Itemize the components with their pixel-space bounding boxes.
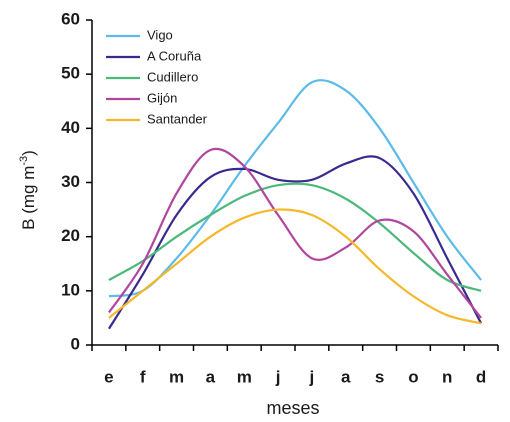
x-tick-label: j bbox=[275, 367, 281, 386]
y-tick-label: 40 bbox=[61, 118, 80, 137]
y-tick-label: 20 bbox=[61, 226, 80, 245]
y-label-main: B (mg m bbox=[19, 166, 38, 230]
legend-label: Gijón bbox=[147, 90, 177, 105]
y-axis-label: B (mg m-3) bbox=[18, 150, 39, 230]
y-tick-label: 10 bbox=[61, 280, 80, 299]
legend-label: Santander bbox=[147, 111, 208, 126]
x-tick-label: d bbox=[476, 367, 486, 386]
series-line bbox=[108, 208, 482, 325]
series-line bbox=[108, 147, 482, 319]
x-tick-label: a bbox=[341, 367, 351, 386]
y-tick-label: 50 bbox=[61, 64, 80, 83]
series-line bbox=[108, 182, 482, 292]
y-tick-label: 0 bbox=[71, 334, 80, 353]
x-tick-label: s bbox=[375, 367, 384, 386]
y-tick-label: 30 bbox=[61, 172, 80, 191]
legend-label: Cudillero bbox=[147, 69, 198, 84]
x-tick-label: a bbox=[206, 367, 216, 386]
x-tick-label: e bbox=[104, 367, 113, 386]
legend-label: A Coruña bbox=[147, 48, 202, 63]
x-tick-label: n bbox=[442, 367, 452, 386]
y-label-sup: -3 bbox=[18, 156, 30, 166]
x-tick-label: m bbox=[237, 367, 252, 386]
legend-label: Vigo bbox=[147, 27, 173, 42]
x-tick-label: f bbox=[140, 367, 146, 386]
y-tick-label: 60 bbox=[61, 9, 80, 28]
x-tick-label: m bbox=[169, 367, 184, 386]
series-line bbox=[107, 155, 483, 330]
x-tick-label: j bbox=[309, 367, 315, 386]
x-tick-label: o bbox=[408, 367, 418, 386]
y-label-end: ) bbox=[19, 150, 38, 156]
x-axis-label: meses bbox=[266, 398, 319, 418]
series-line bbox=[108, 79, 482, 298]
